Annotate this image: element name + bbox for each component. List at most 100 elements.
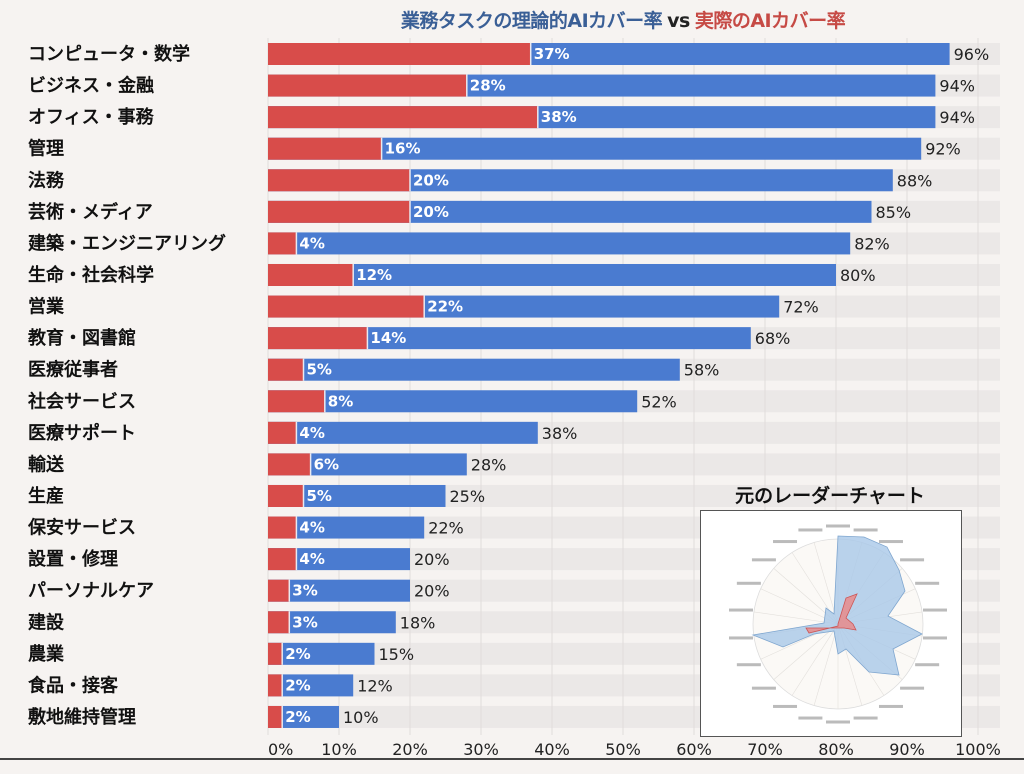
bar-theoretical bbox=[268, 705, 339, 728]
category-label: 敷地維持管理 bbox=[28, 706, 136, 728]
actual-value-label: 2% bbox=[285, 708, 310, 726]
radar-axis-label bbox=[728, 636, 753, 640]
radar-chart-image bbox=[728, 524, 948, 724]
bar-actual bbox=[268, 642, 283, 665]
bar-actual bbox=[268, 263, 354, 286]
bar-actual bbox=[268, 674, 283, 697]
radar-axis-label bbox=[900, 686, 925, 690]
title-theoretical: 業務タスクの理論的AIカバー率 bbox=[400, 10, 663, 32]
category-label: 建築・エンジニアリング bbox=[28, 232, 226, 254]
chart-title: 業務タスクの理論的AIカバー率 vs 実際のAIカバー率 bbox=[268, 6, 978, 33]
theoretical-value-label: 88% bbox=[897, 171, 933, 190]
bottom-divider bbox=[0, 758, 1024, 760]
radar-axis-label bbox=[923, 608, 948, 612]
bar-actual bbox=[268, 516, 297, 539]
bar-actual bbox=[268, 137, 382, 160]
theoretical-value-label: 20% bbox=[414, 550, 450, 569]
theoretical-value-label: 20% bbox=[414, 582, 450, 601]
bar-theoretical bbox=[268, 263, 836, 286]
x-tick-label: 60% bbox=[676, 740, 712, 759]
bar-actual bbox=[268, 169, 410, 192]
theoretical-value-label: 72% bbox=[783, 298, 819, 317]
category-label: 生産 bbox=[28, 485, 64, 507]
actual-value-label: 5% bbox=[307, 361, 332, 379]
radar-axis-label bbox=[798, 716, 823, 720]
category-label: 生命・社会科学 bbox=[28, 264, 154, 286]
radar-spoke bbox=[773, 623, 839, 680]
actual-value-label: 4% bbox=[299, 519, 324, 537]
radar-axis-label bbox=[751, 686, 776, 690]
category-label: ビジネス・金融 bbox=[28, 75, 154, 97]
actual-value-label: 4% bbox=[299, 550, 324, 568]
actual-value-label: 6% bbox=[314, 455, 339, 473]
radar-axis-label bbox=[736, 581, 761, 585]
category-label: 輸送 bbox=[28, 453, 65, 475]
bar-theoretical bbox=[268, 137, 922, 160]
category-label: パーソナルケア bbox=[28, 581, 154, 602]
theoretical-value-label: 38% bbox=[542, 424, 578, 443]
bar-theoretical bbox=[268, 169, 893, 192]
category-label: 法務 bbox=[28, 169, 65, 191]
radar-axis-label bbox=[728, 608, 753, 612]
category-label: 医療サポート bbox=[28, 422, 136, 444]
bar-actual bbox=[268, 421, 297, 444]
radar-axis-label bbox=[798, 528, 823, 532]
radar-spoke bbox=[813, 623, 839, 706]
bar-theoretical bbox=[268, 642, 375, 665]
category-label: オフィス・事務 bbox=[28, 106, 155, 128]
x-tick-label: 40% bbox=[534, 740, 570, 759]
radar-axis-label bbox=[853, 528, 878, 532]
radar-axis-label bbox=[773, 704, 798, 708]
bar-theoretical bbox=[268, 674, 354, 697]
theoretical-value-label: 94% bbox=[939, 77, 975, 96]
bar-theoretical bbox=[268, 548, 410, 571]
radar-axis-label bbox=[751, 558, 776, 562]
actual-value-label: 38% bbox=[541, 108, 577, 126]
title-actual: 実際のAIカバー率 bbox=[694, 10, 846, 32]
actual-value-label: 3% bbox=[292, 613, 317, 631]
actual-value-label: 3% bbox=[292, 582, 317, 600]
actual-value-label: 5% bbox=[307, 487, 332, 505]
bar-theoretical bbox=[268, 579, 410, 602]
theoretical-value-label: 96% bbox=[954, 45, 990, 64]
bar-theoretical bbox=[268, 232, 851, 255]
title-vs: vs bbox=[667, 10, 690, 32]
category-label: 医療従事者 bbox=[28, 359, 118, 381]
x-tick-label: 20% bbox=[392, 740, 428, 759]
actual-value-label: 12% bbox=[356, 266, 392, 284]
bar-actual bbox=[268, 611, 290, 634]
theoretical-value-label: 52% bbox=[641, 392, 677, 411]
bar-actual bbox=[268, 106, 538, 129]
theoretical-value-label: 28% bbox=[471, 455, 507, 474]
bar-theoretical bbox=[268, 390, 638, 413]
bar-actual bbox=[268, 74, 467, 97]
category-label: 設置・修理 bbox=[28, 548, 118, 570]
x-tick-label: 0% bbox=[268, 740, 293, 759]
theoretical-value-label: 92% bbox=[925, 140, 961, 159]
row-track bbox=[268, 484, 1000, 507]
category-label: 芸術・メディア bbox=[28, 201, 153, 223]
category-label: 営業 bbox=[28, 296, 65, 318]
radar-axis-label bbox=[878, 540, 903, 544]
actual-value-label: 8% bbox=[328, 392, 353, 410]
radar-spoke bbox=[791, 623, 839, 696]
bar-theoretical bbox=[268, 453, 467, 476]
theoretical-value-label: 22% bbox=[428, 519, 464, 538]
theoretical-value-label: 15% bbox=[379, 645, 415, 664]
bar-actual bbox=[268, 327, 368, 350]
radar-axis-label bbox=[736, 663, 761, 667]
category-label: 農業 bbox=[28, 643, 65, 665]
bar-theoretical bbox=[268, 484, 446, 507]
bar-theoretical bbox=[268, 200, 872, 223]
bar-actual bbox=[268, 453, 311, 476]
actual-value-label: 20% bbox=[413, 171, 449, 189]
actual-value-label: 16% bbox=[385, 140, 421, 158]
actual-value-label: 37% bbox=[534, 45, 570, 63]
bar-theoretical bbox=[268, 611, 396, 634]
radar-chart-inset bbox=[700, 510, 962, 737]
bar-actual bbox=[268, 579, 290, 602]
radar-axis-label bbox=[826, 524, 850, 528]
theoretical-value-label: 94% bbox=[939, 108, 975, 127]
category-label: コンピュータ・数学 bbox=[28, 43, 190, 65]
x-tick-label: 80% bbox=[818, 740, 854, 759]
